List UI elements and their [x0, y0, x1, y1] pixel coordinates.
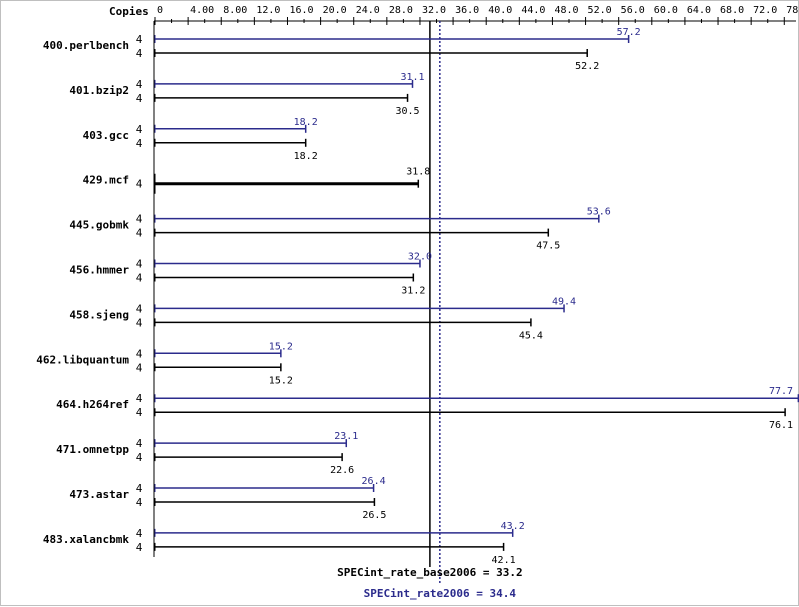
- benchmark-row: 473.astar 44 26.4 26.5: [69, 476, 386, 521]
- base-copies-count: 4: [136, 451, 143, 464]
- x-tick-label: 68.0: [720, 5, 744, 16]
- base-value-label: 76.1: [769, 420, 793, 431]
- benchmark-name: 462.libquantum: [36, 353, 129, 366]
- base-value-label: 31.2: [401, 286, 425, 297]
- benchmark-name: 429.mcf: [83, 174, 129, 187]
- benchmark-name: 471.omnetpp: [56, 443, 129, 456]
- benchmark-row: 456.hmmer 44 32.0 31.2: [69, 252, 432, 297]
- base-value-label: 45.4: [519, 330, 543, 341]
- benchmark-name: 401.bzip2: [69, 84, 129, 97]
- peak-value-label: 77.7: [769, 386, 793, 397]
- peak-value-label: 15.2: [269, 341, 293, 352]
- x-tick-label: 0: [157, 5, 163, 16]
- peak-copies-count: 4: [136, 302, 143, 315]
- base-copies-count: 4: [136, 361, 143, 374]
- benchmark-row: 403.gcc 44 18.2 18.2: [83, 117, 318, 162]
- base-copies-count: 4: [136, 47, 143, 60]
- benchmark-name: 464.h264ref: [56, 398, 129, 411]
- x-tick-label: 32.0: [422, 5, 446, 16]
- copies-count: 4: [136, 178, 143, 191]
- base-copies-count: 4: [136, 272, 143, 285]
- benchmark-row: 464.h264ref 44 77.7 76.1: [56, 386, 799, 431]
- peak-value-label: 32.0: [408, 252, 432, 263]
- x-tick-label: 4.00: [190, 5, 214, 16]
- base-copies-count: 4: [136, 137, 143, 150]
- peak-value-label: 49.4: [552, 296, 576, 307]
- x-tick-label: 20.0: [323, 5, 347, 16]
- base-copies-count: 4: [136, 92, 143, 105]
- peak-copies-count: 4: [136, 258, 143, 271]
- axis-copies-label: Copies: [109, 5, 149, 18]
- peak-value-label: 18.2: [294, 117, 318, 128]
- base-value-label: 22.6: [330, 465, 354, 476]
- peak-copies-count: 4: [136, 213, 143, 226]
- benchmark-row: 471.omnetpp 44 23.1 22.6: [56, 431, 358, 476]
- x-tick-label: 16.0: [289, 5, 313, 16]
- x-tick-label: 64.0: [687, 5, 711, 16]
- peak-copies-count: 4: [136, 347, 143, 360]
- benchmark-row: 462.libquantum 44 15.2 15.2: [36, 341, 293, 386]
- benchmark-name: 483.xalancbmk: [43, 533, 129, 546]
- peak-value-label: 43.2: [501, 521, 525, 532]
- base-value-label: 52.2: [575, 61, 599, 72]
- peak-copies-count: 4: [136, 78, 143, 91]
- peak-value-label: 53.6: [587, 207, 611, 218]
- base-value-label: 30.5: [395, 106, 419, 117]
- benchmark-row: 429.mcf 4 31.8: [83, 167, 430, 194]
- x-tick-label: 8.00: [223, 5, 247, 16]
- peak-summary-label: SPECint_rate2006 = 34.4: [364, 587, 517, 600]
- base-value-label: 15.2: [269, 375, 293, 386]
- x-tick-label: 40.0: [488, 5, 512, 16]
- benchmark-name: 445.gobmk: [69, 219, 129, 232]
- benchmark-row: 401.bzip2 44 31.1 30.5: [69, 72, 424, 117]
- single-value-label: 31.8: [406, 167, 430, 178]
- x-tick-label: 12.0: [256, 5, 280, 16]
- base-copies-count: 4: [136, 541, 143, 554]
- x-tick-label: 52.0: [588, 5, 612, 16]
- peak-value-label: 31.1: [400, 72, 424, 83]
- x-tick-label: 44.0: [521, 5, 545, 16]
- peak-copies-count: 4: [136, 437, 143, 450]
- peak-value-label: 23.1: [334, 431, 358, 442]
- base-summary-label: SPECint_rate_base2006 = 33.2: [337, 566, 522, 579]
- benchmark-name: 400.perlbench: [43, 39, 129, 52]
- benchmark-name: 458.sjeng: [69, 308, 129, 321]
- x-tick-label: 56.0: [621, 5, 645, 16]
- x-tick-label: 48.0: [554, 5, 578, 16]
- x-tick-label: 78.0: [786, 5, 799, 16]
- base-value-label: 18.2: [294, 151, 318, 162]
- benchmark-row: 445.gobmk 44 53.6 47.5: [69, 207, 610, 252]
- base-value-label: 47.5: [536, 241, 560, 252]
- x-tick-label: 24.0: [356, 5, 380, 16]
- benchmark-name: 456.hmmer: [69, 264, 129, 277]
- x-tick-label: 60.0: [654, 5, 678, 16]
- peak-value-label: 57.2: [617, 27, 641, 38]
- peak-copies-count: 4: [136, 123, 143, 136]
- x-tick-label: 36.0: [455, 5, 479, 16]
- peak-copies-count: 4: [136, 392, 143, 405]
- base-copies-count: 4: [136, 496, 143, 509]
- base-value-label: 42.1: [492, 555, 516, 566]
- benchmark-row: 483.xalancbmk 44 43.2 42.1: [43, 521, 525, 566]
- benchmark-row: 400.perlbench 44 57.2 52.2: [43, 27, 641, 72]
- peak-copies-count: 4: [136, 527, 143, 540]
- x-tick-label: 28.0: [389, 5, 413, 16]
- base-copies-count: 4: [136, 406, 143, 419]
- peak-value-label: 26.4: [362, 476, 386, 487]
- base-value-label: 26.5: [362, 510, 386, 521]
- benchmark-name: 403.gcc: [83, 129, 129, 142]
- base-copies-count: 4: [136, 316, 143, 329]
- base-copies-count: 4: [136, 227, 143, 240]
- peak-copies-count: 4: [136, 482, 143, 495]
- peak-copies-count: 4: [136, 33, 143, 46]
- benchmark-name: 473.astar: [69, 488, 129, 501]
- benchmark-row: 458.sjeng 44 49.4 45.4: [69, 296, 576, 341]
- x-tick-label: 72.0: [753, 5, 777, 16]
